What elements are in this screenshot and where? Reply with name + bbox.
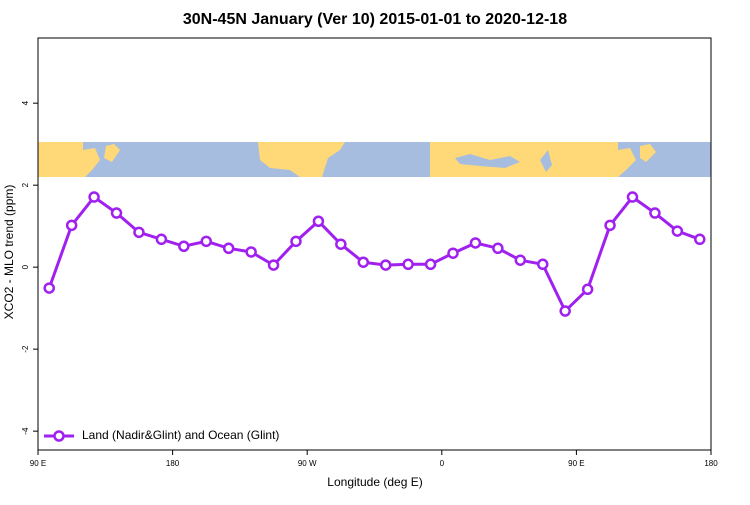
map-strip — [38, 142, 711, 177]
legend-marker — [53, 430, 65, 442]
data-point — [379, 259, 392, 271]
data-point — [335, 238, 347, 250]
data-point — [402, 258, 414, 271]
data-point — [537, 258, 549, 271]
y-axis-label: XCO2 - MLO trend (ppm) — [2, 185, 16, 320]
x-axis-label: Longitude (deg E) — [327, 475, 422, 489]
chart-title: 30N-45N January (Ver 10) 2015-01-01 to 2… — [183, 11, 567, 28]
data-point — [492, 242, 504, 255]
data-point — [312, 215, 325, 227]
data-point — [559, 305, 571, 317]
x-tick-label: 90 E — [568, 459, 584, 468]
data-point — [514, 254, 527, 266]
y-tick-label: 2 — [21, 182, 30, 187]
data-point — [88, 191, 100, 203]
y-tick-label: 4 — [21, 100, 30, 105]
x-tick-label: 0 — [440, 459, 445, 468]
data-point — [178, 240, 190, 253]
data-point — [694, 233, 706, 246]
y-tick-label: 0 — [21, 264, 30, 269]
x-tick-label: 180 — [166, 459, 180, 468]
data-point — [581, 283, 594, 296]
x-tick-label: 180 — [704, 459, 718, 468]
data-point — [155, 233, 168, 246]
y-tick-label: -2 — [21, 345, 30, 353]
x-tick-label: 90 E — [30, 459, 46, 468]
y-tick-label: -4 — [21, 427, 30, 435]
data-point — [133, 226, 145, 239]
data-point — [290, 235, 302, 248]
data-point — [649, 207, 661, 219]
data-point — [110, 207, 123, 219]
x-tick-label: 90 W — [298, 459, 317, 468]
data-point — [626, 191, 639, 203]
data-point — [424, 258, 437, 271]
data-point — [604, 219, 616, 232]
data-point — [200, 235, 212, 248]
data-point — [469, 237, 482, 249]
data-point — [357, 256, 370, 268]
data-point — [671, 225, 684, 237]
data-point — [43, 282, 55, 294]
data-point — [222, 242, 235, 255]
data-point — [267, 259, 280, 271]
legend-label: Land (Nadir&Glint) and Ocean (Glint) — [82, 428, 279, 442]
data-point — [65, 219, 78, 232]
data-point — [245, 246, 257, 258]
plot-frame — [37, 37, 712, 451]
data-point — [447, 247, 459, 259]
series-line — [47, 195, 701, 314]
